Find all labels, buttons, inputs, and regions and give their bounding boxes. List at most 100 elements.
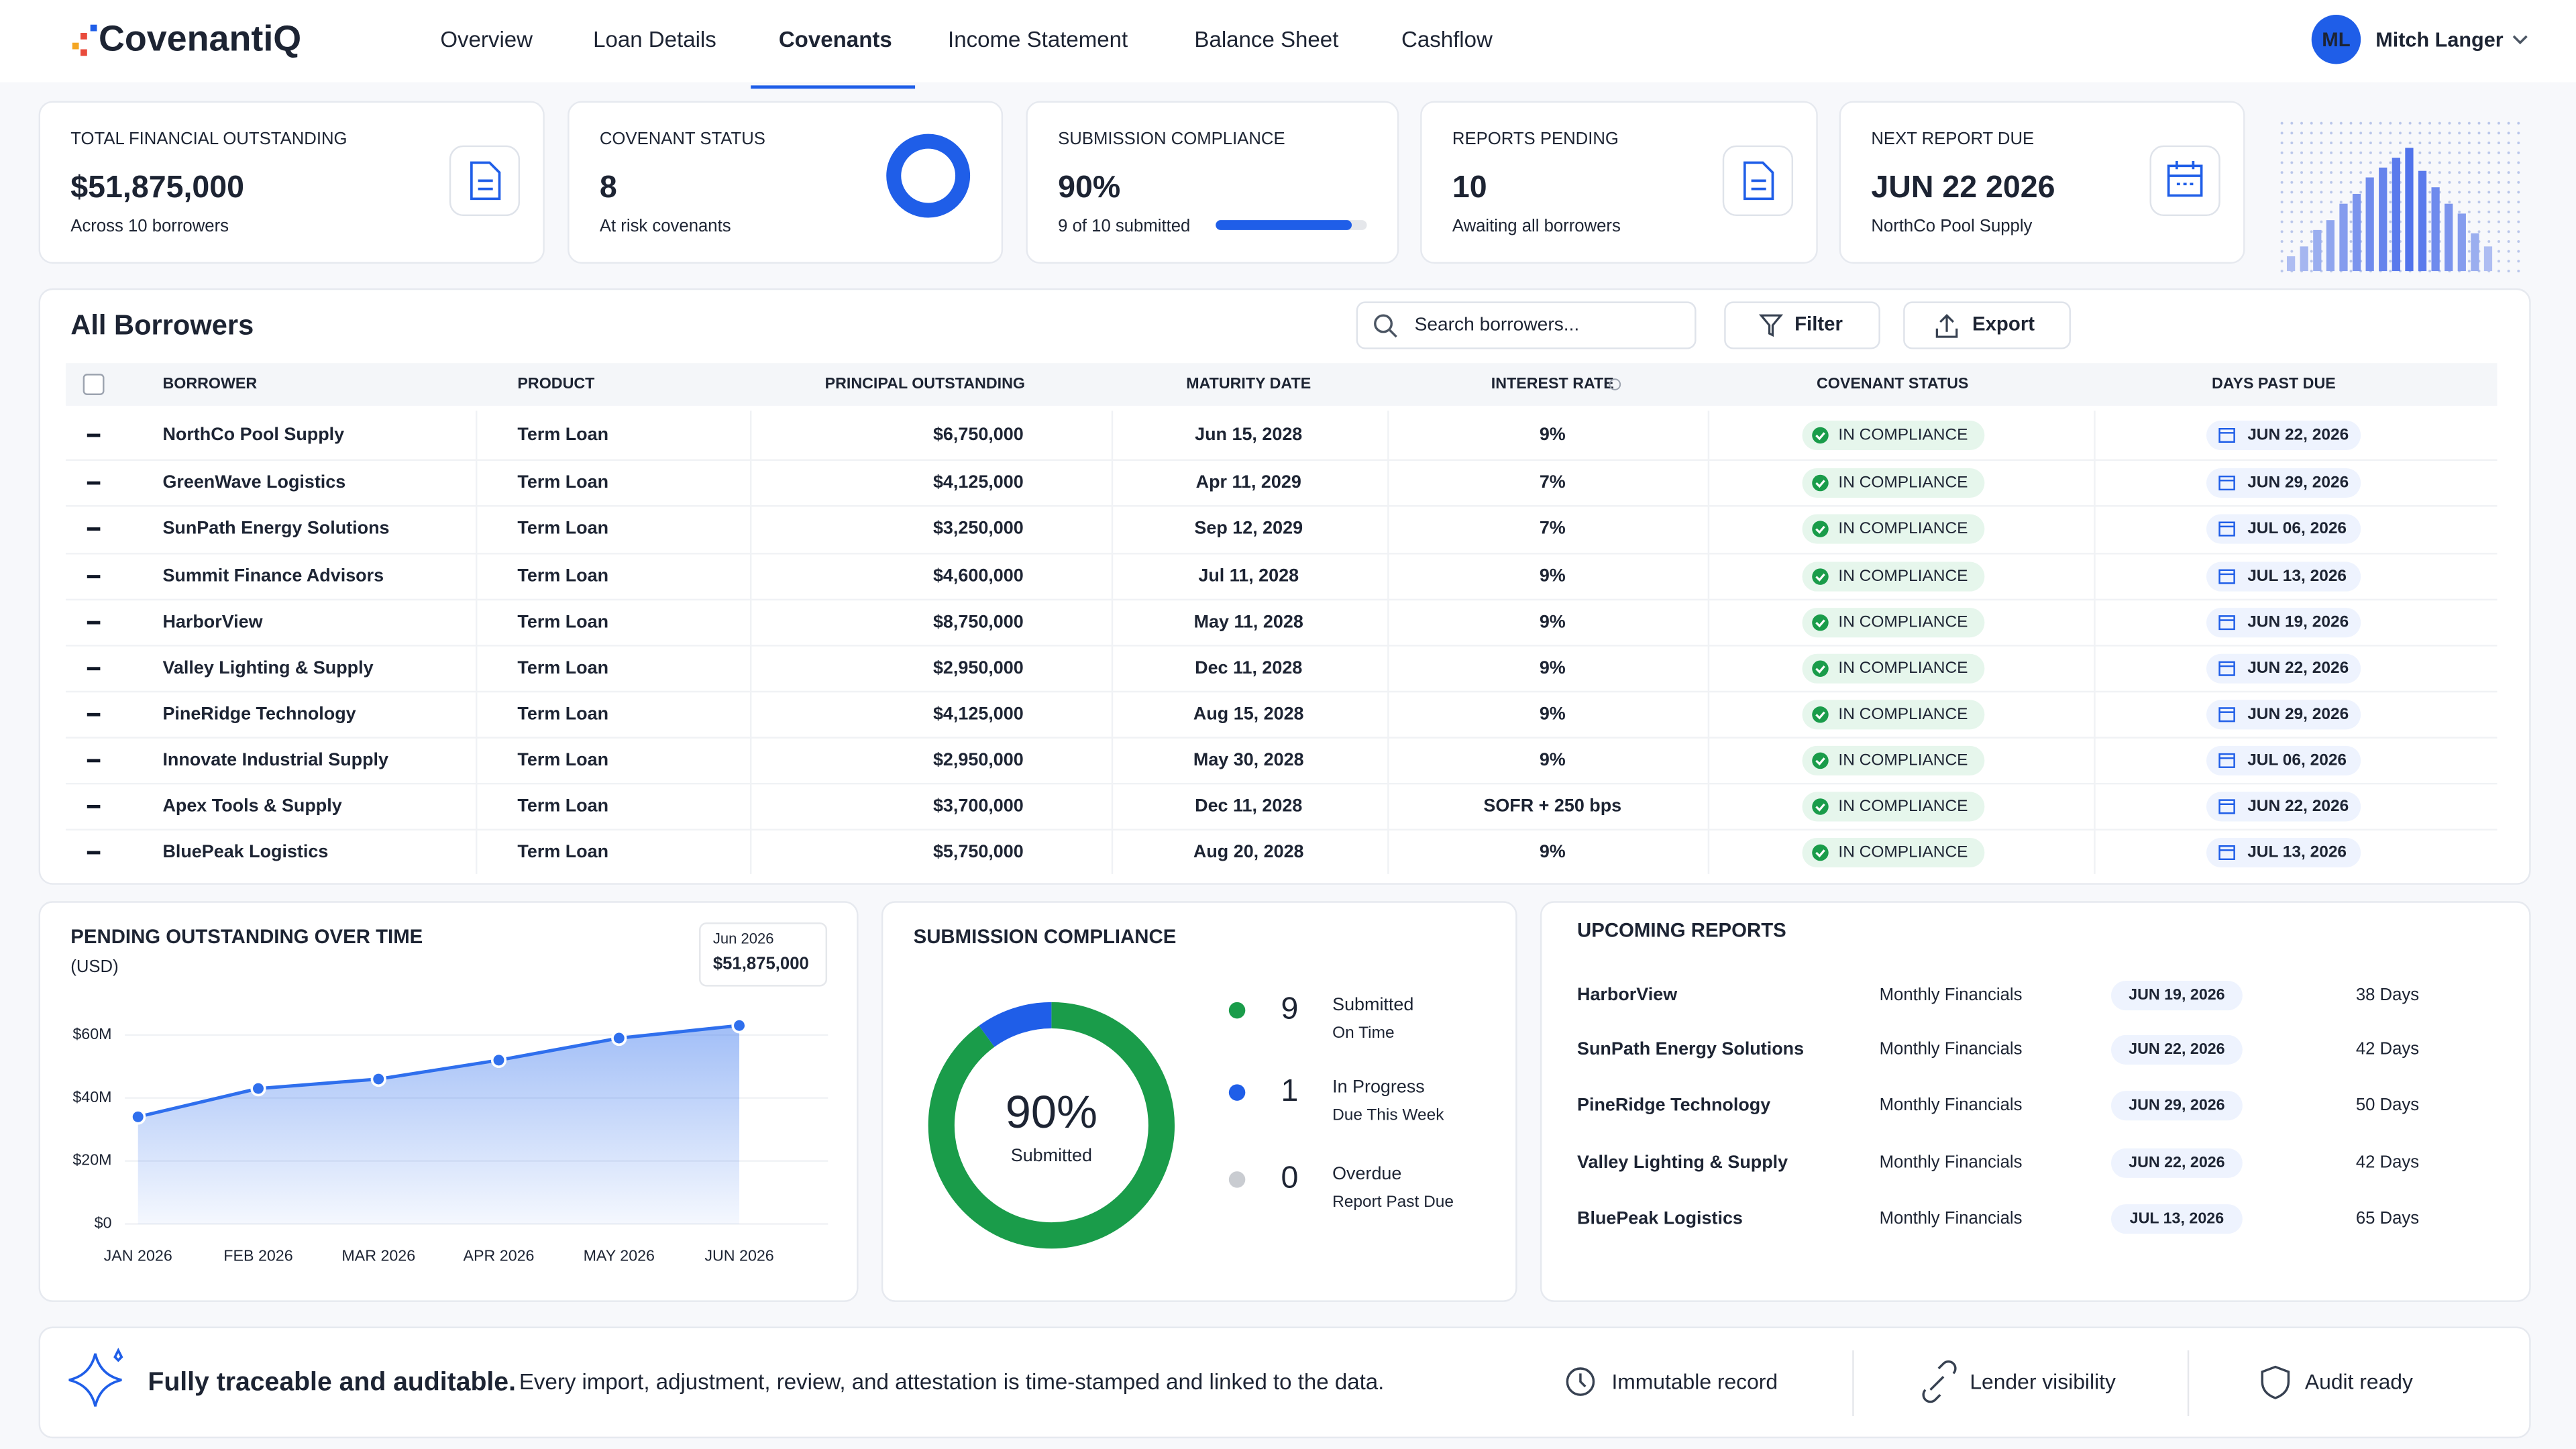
nav-tab[interactable]: Income Statement xyxy=(948,28,1128,52)
row-toggle[interactable] xyxy=(87,433,101,437)
x-tick-label: JUN 2026 xyxy=(704,1247,773,1265)
borrower-name[interactable]: BluePeak Logistics xyxy=(162,841,328,861)
row-toggle[interactable] xyxy=(87,851,101,855)
report-date: JUN 29, 2026 xyxy=(2129,1095,2225,1113)
nav-tab[interactable]: Covenants xyxy=(779,28,892,52)
product[interactable]: Term Loan xyxy=(517,424,608,444)
compliance-panel xyxy=(881,901,1517,1302)
donut-center-value: 90% xyxy=(1006,1086,1097,1138)
product[interactable]: Term Loan xyxy=(517,796,608,816)
maturity-date: Jun 15, 2028 xyxy=(1195,424,1302,444)
borrower-name[interactable]: NorthCo Pool Supply xyxy=(162,424,344,444)
x-tick-label: MAR 2026 xyxy=(341,1247,415,1265)
decor-bars xyxy=(2275,115,2522,273)
legend-name: In Progress xyxy=(1332,1076,1425,1096)
nav-tab[interactable]: Overview xyxy=(440,28,533,52)
covenant-status: IN COMPLIANCE xyxy=(1838,473,1968,491)
kpi-label: TOTAL FINANCIAL OUTSTANDING xyxy=(70,129,347,148)
row-toggle[interactable] xyxy=(87,481,101,485)
date-pill xyxy=(2206,745,2361,775)
legend-count: 0 xyxy=(1281,1160,1299,1195)
product[interactable]: Term Loan xyxy=(517,611,608,631)
product[interactable]: Term Loan xyxy=(517,657,608,678)
x-tick-label: MAY 2026 xyxy=(584,1247,655,1265)
interest-rate: 9% xyxy=(1540,841,1566,861)
legend-note: Report Past Due xyxy=(1332,1193,1454,1211)
header-bar xyxy=(0,0,2576,83)
row-toggle[interactable] xyxy=(87,759,101,763)
kpi-value: $51,875,000 xyxy=(70,169,244,204)
interest-rate: 9% xyxy=(1540,424,1566,444)
product[interactable]: Term Loan xyxy=(517,518,608,538)
row-toggle[interactable] xyxy=(87,805,101,808)
borrower-name[interactable]: GreenWave Logistics xyxy=(162,472,345,492)
product[interactable]: Term Loan xyxy=(517,472,608,492)
tooltip-value: $51,875,000 xyxy=(713,954,809,973)
area xyxy=(138,1025,740,1224)
date-pill xyxy=(2110,1204,2243,1234)
borrower-name[interactable]: Summit Finance Advisors xyxy=(162,566,384,586)
date-pill-icon xyxy=(2218,521,2235,537)
principal: $8,750,000 xyxy=(933,611,1024,631)
nav-tab[interactable]: Loan Details xyxy=(593,28,716,52)
kpi-card xyxy=(1420,101,1818,264)
borrower-name[interactable]: HarborView xyxy=(162,611,262,631)
borrower-name[interactable]: PineRidge Technology xyxy=(162,703,356,723)
action-button-label[interactable]: Export xyxy=(1972,313,2035,335)
row-toggle[interactable] xyxy=(87,667,101,671)
user-menu-chevron[interactable] xyxy=(2512,35,2528,45)
report-type: Monthly Financials xyxy=(1880,985,2023,1004)
date-pill xyxy=(2206,700,2361,730)
action-button[interactable] xyxy=(1724,301,1880,350)
user-avatar[interactable] xyxy=(2311,15,2361,64)
info-icon xyxy=(1609,378,1621,390)
logo-mark xyxy=(72,24,97,56)
status-pill xyxy=(1802,653,1985,684)
status-check-mark xyxy=(1815,803,1825,812)
user-name[interactable]: Mitch Langer xyxy=(2375,28,2504,51)
status-check xyxy=(1812,660,1829,677)
legend-count: 9 xyxy=(1281,990,1299,1025)
product[interactable]: Term Loan xyxy=(517,749,608,769)
legend-name: Overdue xyxy=(1332,1163,1401,1183)
date-pill-icon xyxy=(2218,707,2235,722)
kpi-note: NorthCo Pool Supply xyxy=(1871,217,2032,235)
point xyxy=(611,1030,627,1046)
filter-icon xyxy=(1758,314,1784,337)
borrower-name[interactable]: Innovate Industrial Supply xyxy=(162,749,388,769)
chart-title: PENDING OUTSTANDING OVER TIME xyxy=(70,926,423,948)
status-check xyxy=(1812,427,1829,444)
principal: $4,600,000 xyxy=(933,566,1024,586)
action-button-label[interactable]: Filter xyxy=(1794,313,1843,335)
borrower-name[interactable]: Valley Lighting & Supply xyxy=(162,657,373,678)
search-icon-handle xyxy=(1389,329,1397,338)
borrower-name[interactable]: SunPath Energy Solutions xyxy=(162,518,389,538)
borrower-name[interactable]: Apex Tools & Supply xyxy=(162,796,341,816)
status-check xyxy=(1812,752,1829,769)
product[interactable]: Term Loan xyxy=(517,566,608,586)
nav-tab[interactable]: Cashflow xyxy=(1401,28,1493,52)
status-check xyxy=(1812,798,1829,815)
product[interactable]: Term Loan xyxy=(517,841,608,861)
nav-tab[interactable]: Balance Sheet xyxy=(1194,28,1338,52)
row-toggle[interactable] xyxy=(87,575,101,579)
report-days: 65 Days xyxy=(2356,1209,2419,1228)
user-initials: ML xyxy=(2322,29,2350,51)
report-date: JUN 19, 2026 xyxy=(2129,985,2225,1003)
report-days: 38 Days xyxy=(2356,985,2419,1004)
legend-note: On Time xyxy=(1332,1024,1394,1042)
date-pill xyxy=(2206,837,2361,868)
row-toggle[interactable] xyxy=(87,527,101,531)
search-box[interactable] xyxy=(1356,301,1697,350)
select-all-checkbox[interactable] xyxy=(83,374,105,395)
product[interactable]: Term Loan xyxy=(517,703,608,723)
doc-icon xyxy=(470,161,501,201)
row-toggle[interactable] xyxy=(87,621,101,625)
maturity-date: May 30, 2028 xyxy=(1193,749,1304,769)
row-toggle[interactable] xyxy=(87,712,101,716)
date-pill xyxy=(2206,561,2361,592)
status-pill xyxy=(1802,792,1985,822)
clock-icon xyxy=(1566,1367,1595,1396)
